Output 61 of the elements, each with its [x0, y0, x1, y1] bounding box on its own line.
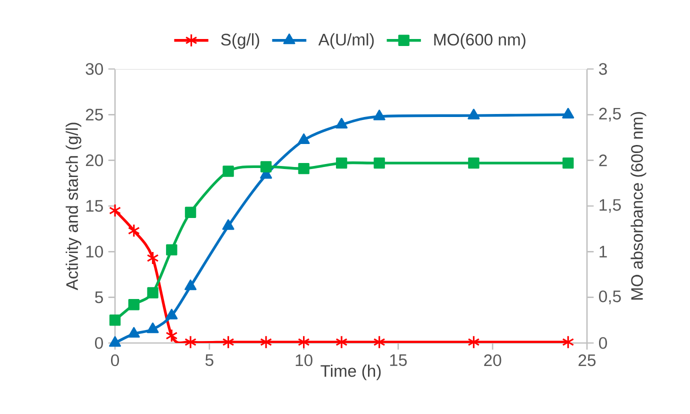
- point: [336, 157, 348, 169]
- point: [298, 133, 310, 144]
- point: [336, 335, 348, 349]
- point: [109, 336, 122, 347]
- point: [166, 308, 178, 320]
- y2-tick-label: 0: [599, 337, 607, 349]
- point: [222, 166, 234, 177]
- point: [222, 219, 234, 230]
- point: [128, 327, 140, 338]
- y-axis-title: Activity and starch (g/l): [66, 122, 82, 290]
- point: [298, 335, 310, 349]
- point: [373, 110, 386, 120]
- point: [562, 108, 574, 118]
- y2-tick-label: 1,5: [600, 199, 621, 213]
- legend-label: A(U/ml): [318, 33, 374, 49]
- point: [109, 204, 122, 218]
- point: [468, 157, 480, 169]
- point: [373, 335, 386, 349]
- point: [260, 335, 272, 349]
- y-tick-label: 20: [86, 154, 103, 166]
- y2-tick-label: 0,5: [599, 290, 621, 304]
- point: [222, 335, 234, 349]
- legend-label: MO(600 nm): [434, 33, 526, 49]
- point: [468, 335, 480, 349]
- point: [128, 299, 140, 310]
- x-tick-label: 5: [205, 354, 214, 366]
- point: [128, 224, 140, 238]
- y-tick-label: 5: [95, 292, 103, 304]
- y2-axis-title: MO absorbance (600 nm): [630, 112, 646, 300]
- y-tick-label: 0: [95, 337, 103, 349]
- x-tick-label: 0: [111, 354, 119, 366]
- y-tick-label: 25: [86, 108, 103, 121]
- x-tick-label: 10: [296, 354, 312, 366]
- y-tick-label: 30: [86, 63, 103, 75]
- y-tick-label: 15: [86, 200, 103, 212]
- x-tick-label: 25: [578, 354, 596, 366]
- y2-tick-label: 2: [599, 154, 607, 166]
- point: [374, 157, 385, 169]
- point: [146, 322, 159, 334]
- point: [166, 328, 178, 342]
- y2-tick-label: 3: [598, 63, 607, 75]
- point: [260, 161, 272, 172]
- point: [184, 206, 196, 218]
- point: [562, 157, 574, 169]
- point: [468, 108, 480, 120]
- point: [562, 335, 574, 349]
- y-tick-label: 10: [86, 246, 103, 258]
- point: [298, 162, 310, 174]
- point: [146, 251, 159, 265]
- x-tick-label: 20: [484, 354, 502, 366]
- legend-label: S(g/l): [221, 33, 260, 49]
- point: [184, 280, 197, 290]
- point: [147, 287, 158, 298]
- point: [184, 335, 197, 349]
- x-tick-label: 15: [390, 354, 407, 366]
- y2-tick-label: 2,5: [599, 108, 621, 122]
- y2-tick-label: 1: [600, 246, 607, 258]
- point: [109, 314, 121, 326]
- point: [166, 244, 178, 256]
- x-axis-title: Time (h): [320, 364, 381, 380]
- point: [336, 118, 348, 129]
